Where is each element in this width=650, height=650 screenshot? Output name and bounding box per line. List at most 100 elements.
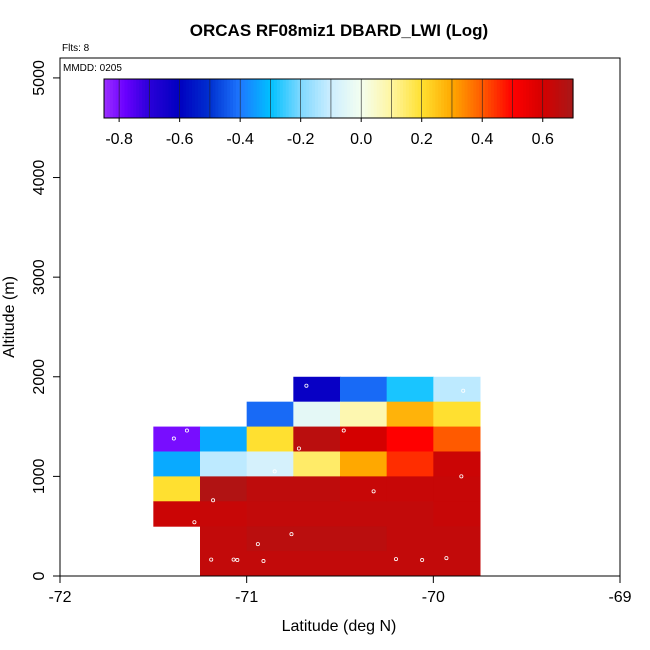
colorbar-segment: [294, 79, 299, 118]
flights-count-label: Flts: 8: [62, 43, 90, 54]
colorbar-segment: [238, 79, 243, 118]
colorbar-segment: [288, 79, 293, 118]
flight-point: [444, 556, 449, 561]
colorbar-segment: [523, 79, 527, 118]
heatmap-cell: [386, 376, 434, 403]
colorbar-segment: [373, 79, 378, 118]
colorbar-segment: [487, 79, 492, 118]
flight-point: [459, 474, 464, 479]
heatmap-cell: [340, 401, 388, 428]
colorbar-segment: [297, 79, 301, 118]
colorbar-segment: [312, 79, 316, 118]
colorbar-segment: [256, 79, 260, 118]
colorbar-segment: [508, 79, 513, 118]
y-tick-label: 2000: [31, 359, 48, 395]
colorbar-segment: [235, 79, 240, 118]
colorbar-segment: [212, 79, 216, 118]
flight-points: [171, 383, 466, 564]
x-tick-label: -70: [422, 589, 445, 606]
heatmap-cell: [153, 426, 201, 452]
y-axis-label: Altitude (m): [1, 276, 18, 358]
colorbar-segment: [555, 79, 559, 118]
colorbar-segment: [464, 79, 469, 118]
colorbar-segment: [490, 79, 495, 118]
colorbar-segment: [546, 79, 551, 118]
colorbar-segment: [479, 79, 483, 118]
colorbar-segment: [139, 79, 143, 118]
colorbar-segment: [400, 79, 404, 118]
colorbar-segment: [502, 79, 507, 118]
colorbar-tick-label: 0.2: [411, 131, 433, 148]
heatmap-cell: [386, 426, 434, 452]
flight-point: [209, 557, 214, 562]
colorbar-segment: [106, 79, 111, 118]
heatmap-cell: [246, 526, 294, 552]
colorbar-segment: [142, 79, 146, 118]
plot-frame: [59, 57, 621, 577]
colorbar-segment: [247, 79, 252, 118]
colorbar-segment: [250, 79, 255, 118]
colorbar-tick-label: 0.4: [471, 131, 493, 148]
colorbar-segment: [115, 79, 120, 118]
x-axis-label: Latitude (deg N): [282, 618, 397, 635]
flight-point: [272, 469, 277, 474]
colorbar-segment: [531, 79, 536, 118]
heatmap-cell: [386, 401, 434, 428]
colorbar-segment: [449, 79, 454, 118]
colorbar-segment: [414, 79, 419, 118]
colorbar-segment: [367, 79, 372, 118]
colorbar-segment: [552, 79, 557, 118]
colorbar-segment: [438, 79, 442, 118]
colorbar-segment: [332, 79, 337, 118]
heatmap-cell: [340, 376, 388, 403]
colorbar-segment: [153, 79, 158, 118]
colorbar-segment: [385, 79, 389, 118]
colorbar-segment: [329, 79, 334, 118]
colorbar-segment: [232, 79, 237, 118]
colorbar-segment: [376, 79, 381, 118]
colorbar-segment: [200, 79, 205, 118]
colorbar-segment: [537, 79, 542, 118]
flight-point: [231, 557, 236, 562]
colorbar-segment: [104, 79, 108, 118]
colorbar-segment: [118, 79, 123, 118]
heatmap-cell: [153, 476, 201, 502]
colorbar-segment: [282, 79, 287, 118]
colorbar-segment: [388, 79, 392, 118]
colorbar-segment: [303, 79, 307, 118]
colorbar-segment: [517, 79, 521, 118]
heatmap-cell: [340, 526, 388, 552]
colorbar-segment: [379, 79, 384, 118]
colorbar-tick-label: 0.0: [350, 131, 372, 148]
flight-point: [184, 428, 189, 433]
flight-point: [255, 542, 260, 547]
colorbar-segment: [564, 79, 568, 118]
flight-point: [296, 446, 301, 451]
colorbar-segment: [405, 79, 410, 118]
colorbar-segment: [189, 79, 193, 118]
colorbar-segment: [402, 79, 407, 118]
heatmap-cell: [246, 476, 294, 502]
heatmap-cell: [433, 426, 481, 452]
colorbar-segment: [127, 79, 131, 118]
colorbar-segment: [526, 79, 530, 118]
colorbar-segment: [300, 79, 304, 118]
colorbar-segment: [218, 79, 222, 118]
x-axis: -72 -71 -70 -69: [48, 576, 632, 606]
heatmap-cell: [200, 476, 248, 502]
colorbar-segment: [567, 79, 571, 118]
colorbar-segment: [133, 79, 137, 118]
colorbar-segment: [150, 79, 155, 118]
heatmap-cell: [433, 501, 481, 527]
colorbar-segment: [353, 79, 357, 118]
heatmap-cell: [433, 376, 481, 403]
colorbar-segment: [496, 79, 501, 118]
colorbar-segment: [493, 79, 498, 118]
colorbar-segment: [350, 79, 354, 118]
heatmap-cell: [200, 451, 248, 477]
flight-point: [371, 489, 376, 494]
heatmap-cell: [293, 451, 341, 477]
heatmap-cell: [200, 551, 248, 577]
colorbar-segment: [408, 79, 413, 118]
heatmap-cell: [386, 476, 434, 502]
